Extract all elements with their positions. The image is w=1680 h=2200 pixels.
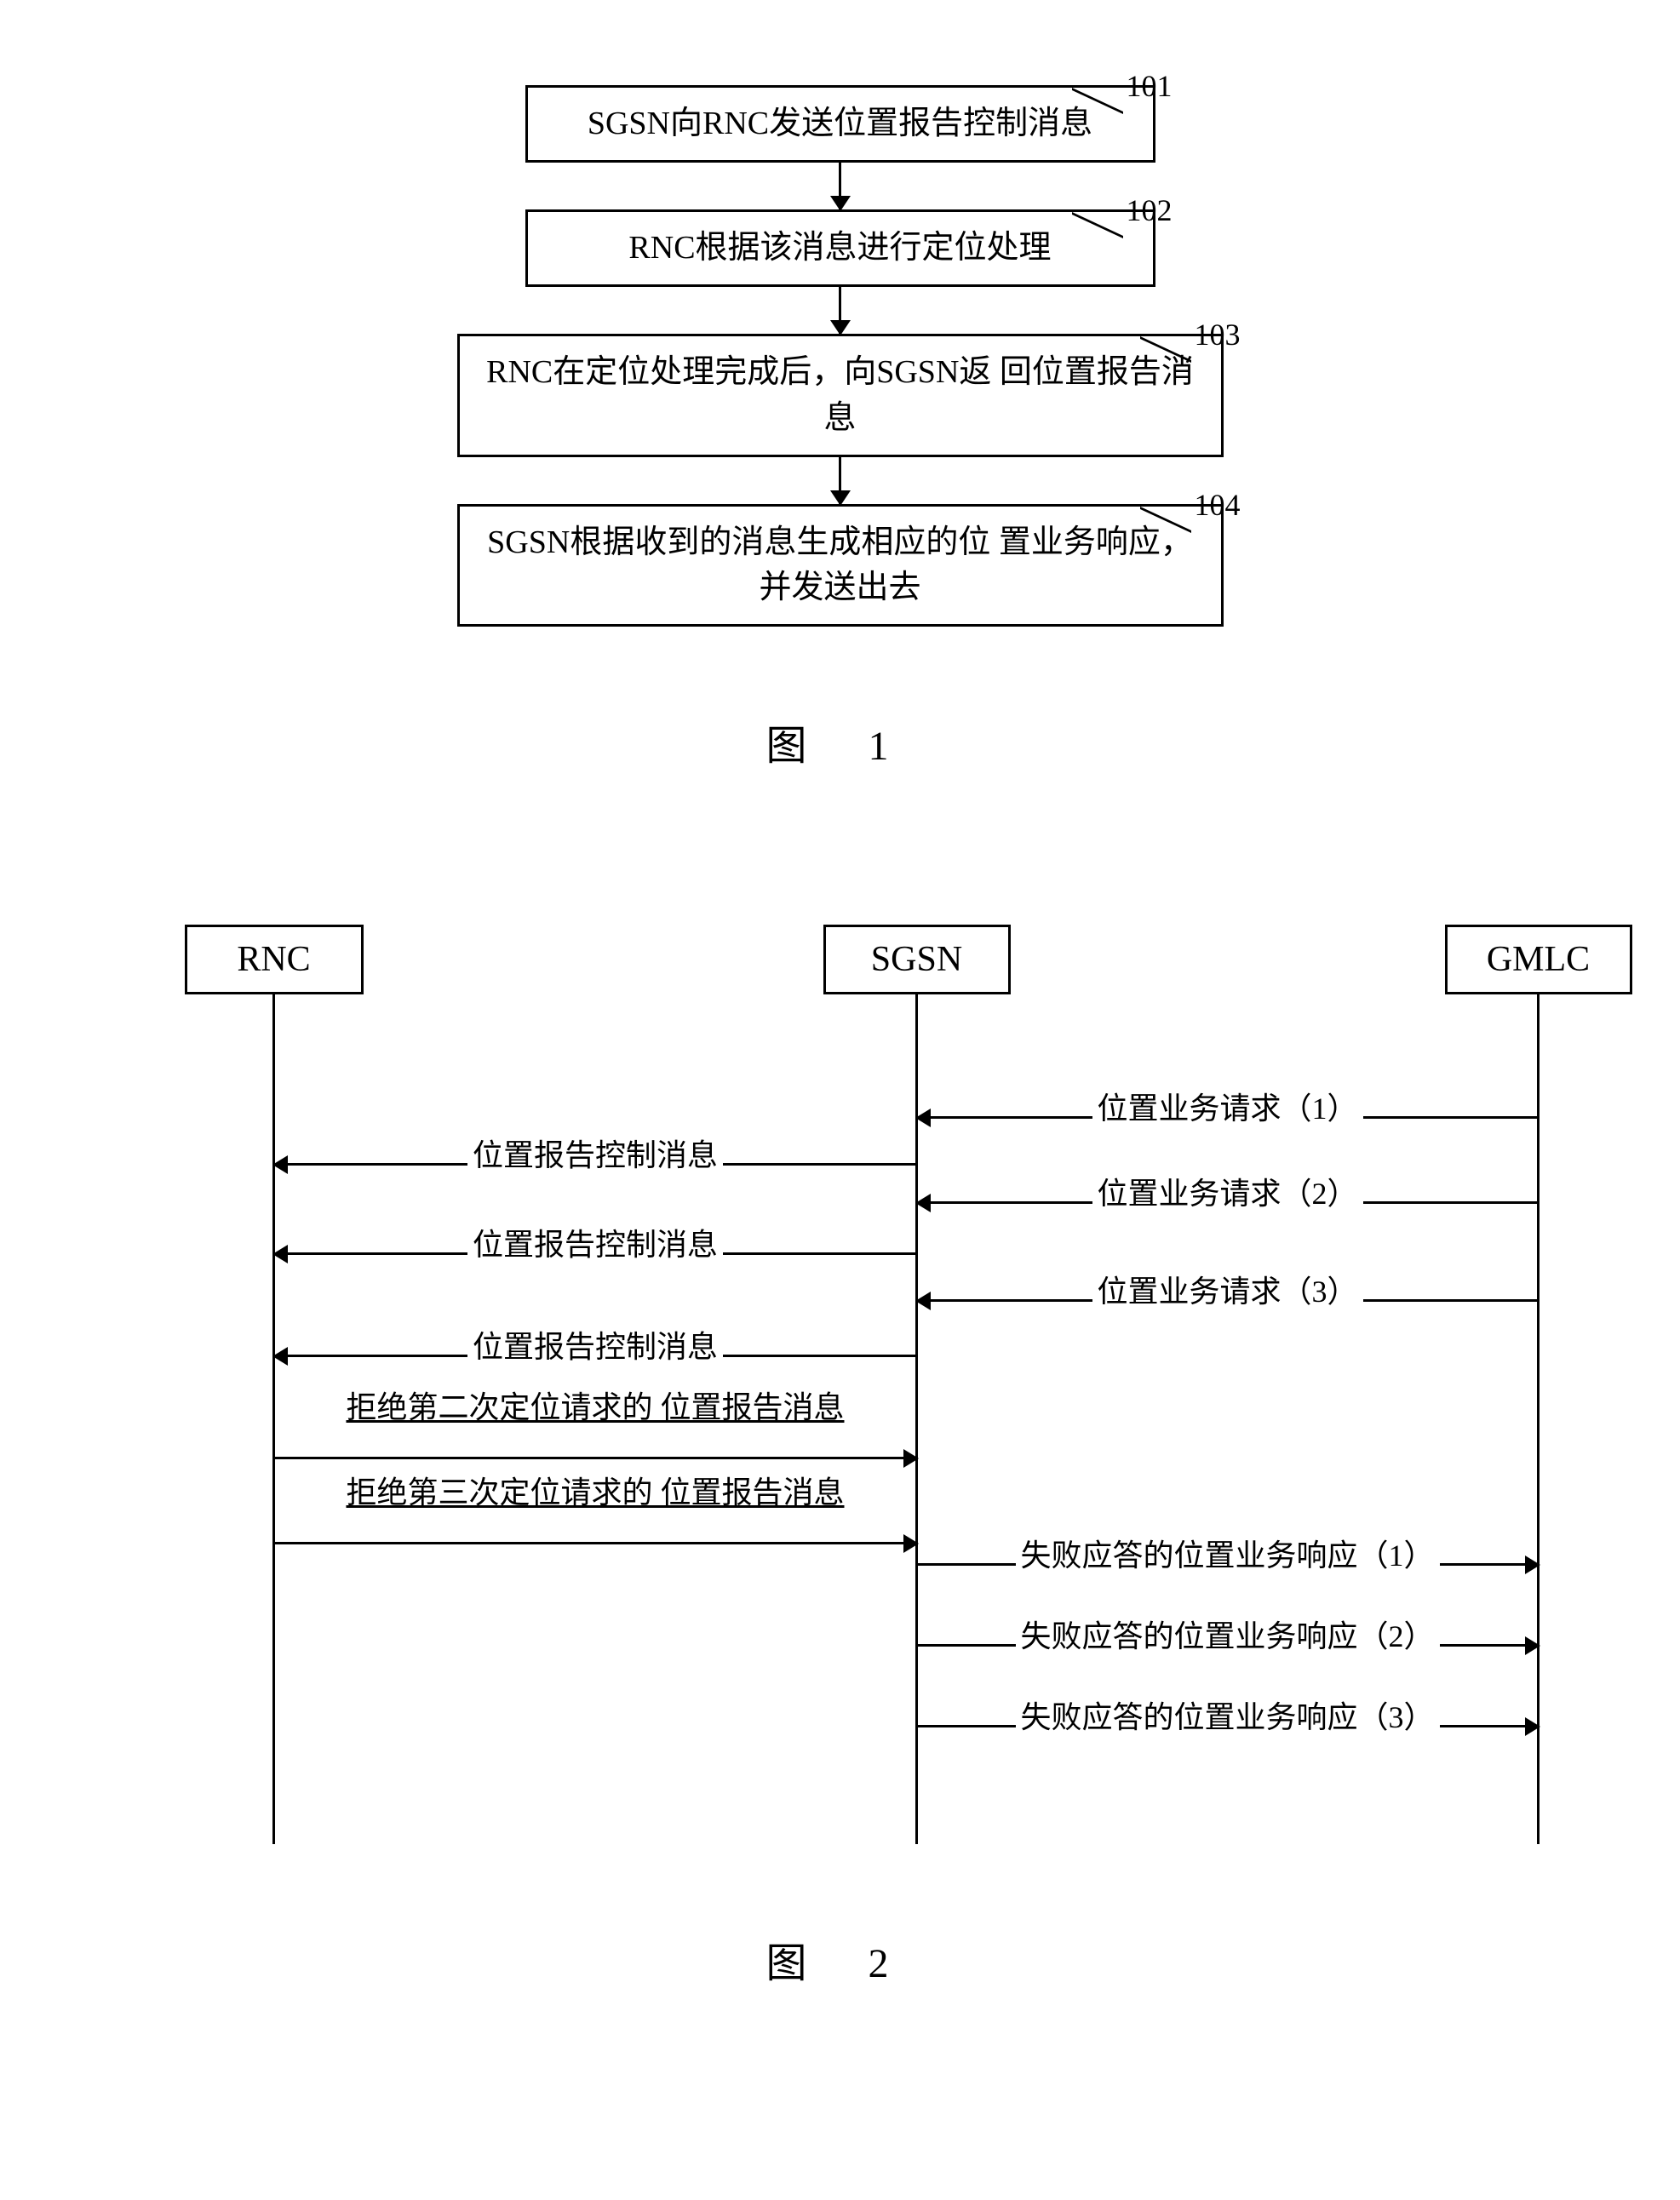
seq-label-9: 失败应答的位置业务响应（2） xyxy=(1015,1612,1439,1656)
lifeline-rnc: RNC xyxy=(185,925,364,1844)
sequence-figure2: RNCSGSNGMLC位置业务请求（1）位置报告控制消息位置业务请求（2）位置报… xyxy=(83,925,1598,1861)
seq-label-7: 拒绝第三次定位请求的 位置报告消息 xyxy=(317,1474,874,1512)
flow-step-4: 104 SGSN根据收到的消息生成相应的位 置业务响应，并发送出去 xyxy=(457,504,1224,627)
seq-label-4: 位置业务请求（3） xyxy=(1092,1267,1362,1311)
seq-label-10: 失败应答的位置业务响应（3） xyxy=(1015,1693,1439,1737)
lifeline-box-rnc: RNC xyxy=(185,925,364,994)
seq-label-0: 位置业务请求（1） xyxy=(1092,1084,1362,1128)
flow-box: RNC根据该消息进行定位处理 xyxy=(525,209,1155,287)
flowchart-figure1: 101 SGSN向RNC发送位置报告控制消息 102 RNC根据该消息进行定位处… xyxy=(457,85,1224,627)
seq-label-5: 位置报告控制消息 xyxy=(467,1322,723,1366)
flow-box: SGSN根据收到的消息生成相应的位 置业务响应，并发送出去 xyxy=(457,504,1224,627)
flow-arrow xyxy=(839,163,841,209)
figure2-caption: 图 2 xyxy=(34,1929,1646,1989)
lifeline-box-sgsn: SGSN xyxy=(823,925,1011,994)
flow-step-2: 102 RNC根据该消息进行定位处理 xyxy=(525,209,1155,287)
seq-label-8: 失败应答的位置业务响应（1） xyxy=(1015,1531,1439,1575)
flow-step-num: 101 xyxy=(1127,68,1173,104)
flow-box: SGSN向RNC发送位置报告控制消息 xyxy=(525,85,1155,163)
seq-label-3: 位置报告控制消息 xyxy=(467,1220,723,1264)
flow-box: RNC在定位处理完成后，向SGSN返 回位置报告消息 xyxy=(457,334,1224,456)
seq-label-1: 位置报告控制消息 xyxy=(467,1131,723,1175)
flow-step-num: 103 xyxy=(1195,317,1241,352)
flow-step-1: 101 SGSN向RNC发送位置报告控制消息 xyxy=(525,85,1155,163)
flow-step-ref-1: 101 xyxy=(1072,78,1173,114)
flow-arrow xyxy=(839,457,841,504)
flow-step-num: 102 xyxy=(1127,192,1173,228)
flow-step-ref-2: 102 xyxy=(1072,203,1173,238)
flow-step-3: 103 RNC在定位处理完成后，向SGSN返 回位置报告消息 xyxy=(457,334,1224,456)
lifeline-sgsn: SGSN xyxy=(823,925,1011,1844)
seq-arrow-6 xyxy=(274,1457,917,1459)
seq-arrow-7 xyxy=(274,1542,917,1544)
flow-step-ref-4: 104 xyxy=(1140,497,1241,533)
flow-step-num: 104 xyxy=(1195,487,1241,523)
lifeline-gmlc: GMLC xyxy=(1445,925,1632,1844)
flow-step-ref-3: 103 xyxy=(1140,327,1241,363)
seq-label-6: 拒绝第二次定位请求的 位置报告消息 xyxy=(317,1389,874,1427)
lifeline-line xyxy=(272,994,275,1844)
figure1-caption: 图 1 xyxy=(34,712,1646,771)
seq-label-2: 位置业务请求（2） xyxy=(1092,1169,1362,1213)
lifeline-box-gmlc: GMLC xyxy=(1445,925,1632,994)
flow-arrow xyxy=(839,287,841,334)
